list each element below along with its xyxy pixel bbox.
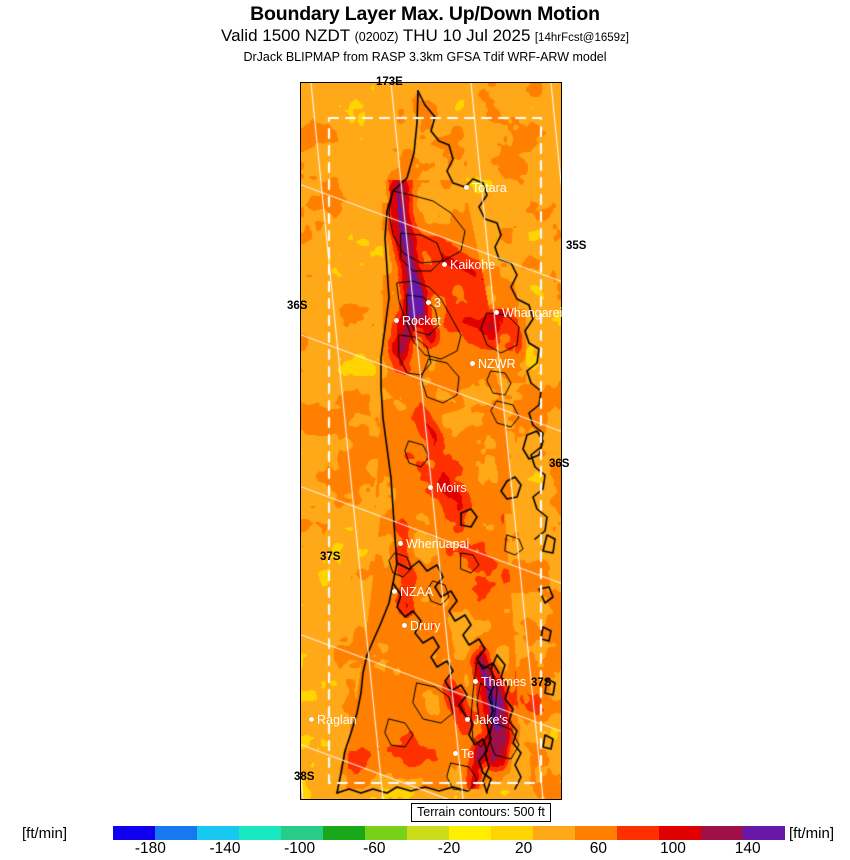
station-label: Drury	[410, 619, 441, 633]
geo-grid-label: 36S	[287, 300, 308, 312]
station-marker[interactable]	[465, 717, 470, 722]
weather-map[interactable]	[300, 82, 562, 800]
station-label: Thames	[481, 675, 527, 689]
colorbar-tick-label: -180	[134, 840, 166, 857]
terrain-contour-legend: Terrain contours: 500 ft	[411, 803, 551, 822]
station-marker[interactable]	[453, 751, 458, 756]
colorbar-swatch	[113, 826, 155, 840]
station-marker[interactable]	[464, 185, 469, 190]
colorbar-swatch	[365, 826, 407, 840]
colorbar-tick-label: -140	[209, 840, 241, 857]
colorbar-tick-label: 100	[660, 840, 686, 857]
colorbar-swatch	[323, 826, 365, 840]
station-marker[interactable]	[442, 262, 447, 267]
station-label: Rocket	[402, 314, 441, 328]
page-title: Boundary Layer Max. Up/Down Motion	[250, 3, 600, 25]
colorbar-swatch	[575, 826, 617, 840]
geo-grid-label: 173E	[376, 76, 403, 88]
station-label: Kaikohe	[450, 258, 496, 272]
forecast-date: THU 10 Jul 2025	[402, 26, 531, 45]
colorbar: [ft/min] [ft/min] -180 -140 -100 -60 -20 20 60…	[0, 824, 850, 860]
model-description: DrJack BLIPMAP from RASP 3.3km GFSA Tdif…	[243, 50, 607, 64]
geo-grid-label: 37S	[320, 551, 341, 563]
colorbar-swatch	[701, 826, 743, 840]
colorbar-swatch	[533, 826, 575, 840]
station-marker[interactable]	[473, 679, 478, 684]
station-label: 3	[434, 296, 441, 310]
station-label: Raglan	[317, 713, 357, 727]
colorbar-swatch	[491, 826, 533, 840]
station-label: Whenuapai	[406, 537, 470, 551]
station-label: Te	[461, 747, 475, 761]
colorbar-swatch	[743, 826, 785, 840]
colorbar-swatches	[113, 826, 785, 840]
zulu-time: (0200Z)	[354, 30, 399, 44]
colorbar-tick-label: -20	[437, 840, 461, 857]
colorbar-tick-label: 20	[515, 840, 533, 857]
station-marker[interactable]	[398, 541, 403, 546]
colorbar-ticks: -180 -140 -100 -60 -20 20 60 100 140	[113, 840, 785, 860]
station-label: Whangarei	[502, 306, 563, 320]
colorbar-unit-right: [ft/min]	[789, 825, 835, 842]
geo-grid-label: 38S	[294, 771, 315, 783]
colorbar-tick-label: 140	[734, 840, 761, 857]
colorbar-tick-label: 60	[589, 840, 607, 857]
colorbar-swatch	[197, 826, 239, 840]
geo-grid-label: 36S	[549, 458, 570, 470]
forecast-run: [14hrFcst@1659z]	[534, 32, 629, 44]
station-marker[interactable]	[494, 310, 499, 315]
colorbar-swatch	[617, 826, 659, 840]
colorbar-tick-label: -60	[363, 840, 386, 857]
station-marker[interactable]	[309, 717, 314, 722]
station-marker[interactable]	[394, 318, 399, 323]
station-label: NZWR	[478, 357, 516, 371]
geo-grid-label: 37S	[531, 677, 552, 689]
colorbar-swatch	[239, 826, 281, 840]
station-marker[interactable]	[428, 485, 433, 490]
station-marker[interactable]	[392, 589, 397, 594]
colorbar-swatch	[155, 826, 197, 840]
colorbar-swatch	[407, 826, 449, 840]
geo-grid-label: 35S	[566, 240, 587, 252]
valid-time: Valid 1500 NZDT	[221, 26, 351, 45]
subtitle-line: Valid 1500 NZDT (0200Z) THU 10 Jul 2025 …	[0, 25, 850, 49]
title-block: Boundary Layer Max. Up/Down Motion Valid…	[0, 0, 850, 65]
station-label: Moirs	[436, 481, 467, 495]
colorbar-swatch	[659, 826, 701, 840]
colorbar-swatch	[449, 826, 491, 840]
colorbar-swatch	[281, 826, 323, 840]
colorbar-unit-left: [ft/min]	[22, 825, 68, 842]
colorbar-tick-label: -100	[284, 840, 316, 857]
station-marker[interactable]	[426, 300, 431, 305]
map-raster	[301, 83, 561, 799]
station-marker[interactable]	[470, 361, 475, 366]
station-marker[interactable]	[402, 623, 407, 628]
station-label: NZAA	[400, 585, 434, 599]
station-label: Jake's	[473, 713, 509, 727]
station-label: Totara	[472, 181, 507, 195]
